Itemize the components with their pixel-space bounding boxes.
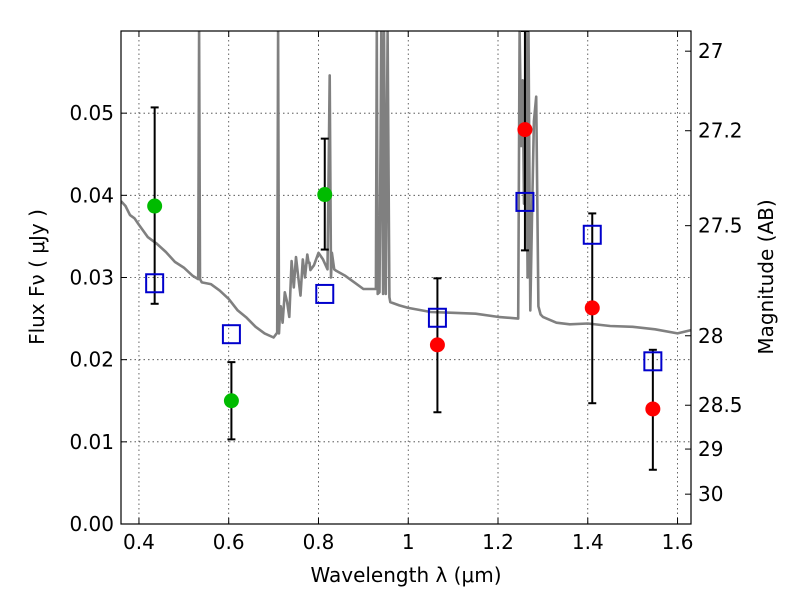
y-axis-label: Flux Fν ( μJy ): [25, 209, 49, 345]
square-point: [582, 224, 602, 245]
y2-tick-label: 27.2: [698, 119, 743, 143]
square-point: [515, 191, 535, 212]
square-point: [643, 351, 663, 372]
y-tick-label: 0.01: [69, 430, 114, 454]
data-markers: [145, 122, 663, 417]
y-tick-label: 0.03: [69, 266, 114, 290]
x-tick-label: 1.4: [572, 530, 604, 554]
square-point: [427, 307, 447, 328]
circle-point: [584, 300, 600, 316]
square-point: [221, 324, 241, 345]
y-tick-label: 0.00: [69, 512, 114, 536]
y-tick-label: 0.05: [69, 101, 114, 125]
x-tick-label: 1.6: [662, 530, 694, 554]
x-tick-label: 0.8: [303, 530, 335, 554]
y2-axis-label: Magnitude (AB): [754, 199, 778, 354]
y2-tick-label: 30: [698, 482, 723, 506]
sed-model-line: [121, 31, 691, 339]
circle-point: [223, 393, 239, 409]
y2-tick-label: 28.5: [698, 393, 743, 417]
x-axis-label: Wavelength λ (μm): [310, 563, 501, 587]
y-tick-label: 0.02: [69, 348, 114, 372]
y2-tick-label: 28: [698, 324, 723, 348]
x-tick-label: 1.2: [482, 530, 514, 554]
x-tick-label: 1: [402, 530, 415, 554]
circle-point: [645, 401, 661, 417]
circle-point: [317, 187, 333, 203]
square-point: [145, 273, 165, 294]
y2-tick-label: 29: [698, 437, 723, 461]
circle-point: [429, 337, 445, 353]
axis-ticks: [121, 31, 691, 525]
y2-tick-label: 27: [698, 39, 723, 63]
circle-point: [517, 122, 533, 138]
y-tick-label: 0.04: [69, 183, 114, 207]
grid: [121, 31, 691, 524]
square-point: [315, 283, 335, 304]
circle-point: [147, 198, 163, 214]
x-tick-label: 0.4: [123, 530, 155, 554]
y2-tick-label: 27.5: [698, 214, 743, 238]
x-tick-label: 0.6: [213, 530, 245, 554]
tick-labels: 0.4 0.6 0.8 1 1.2 1.4 1.6 0.00 0.01 0.02 0.03 0.04 0…: [69, 39, 742, 554]
